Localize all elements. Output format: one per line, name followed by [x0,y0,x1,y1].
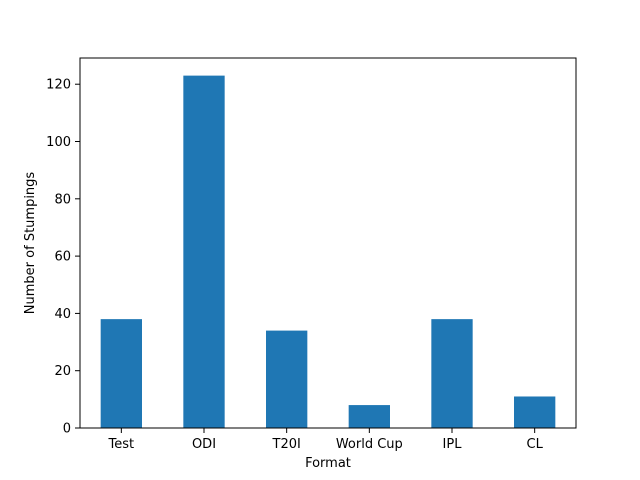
x-tick-label: IPL [443,437,463,452]
bar-test [100,319,142,428]
x-tick-label: Test [108,437,135,452]
x-tick-label: T20I [272,437,301,452]
y-tick-label: 0 [63,422,71,437]
bars-group [100,75,556,428]
x-ticks-group: Test ODI T20I World Cup IPL CL [108,428,544,452]
x-axis-title: Format [305,456,351,471]
y-tick-label: 120 [46,78,71,93]
bar-t20i [266,330,308,428]
x-tick-label: ODI [192,437,216,452]
x-tick-label: CL [527,437,544,452]
y-tick-label: 20 [54,364,71,379]
y-tick-label: 80 [54,192,71,207]
y-axis-title: Number of Stumpings [23,172,38,315]
y-tick-label: 40 [54,307,71,322]
bar-cl [514,396,556,428]
y-tick-label: 60 [54,250,71,265]
bar-odi [183,75,225,428]
y-ticks-group: 0 20 40 60 80 100 120 [46,78,80,437]
y-tick-label: 100 [46,135,71,150]
bar-ipl [431,319,473,428]
x-tick-label: World Cup [336,437,403,452]
bar-world-cup [348,405,390,428]
plot-frame [79,57,577,429]
